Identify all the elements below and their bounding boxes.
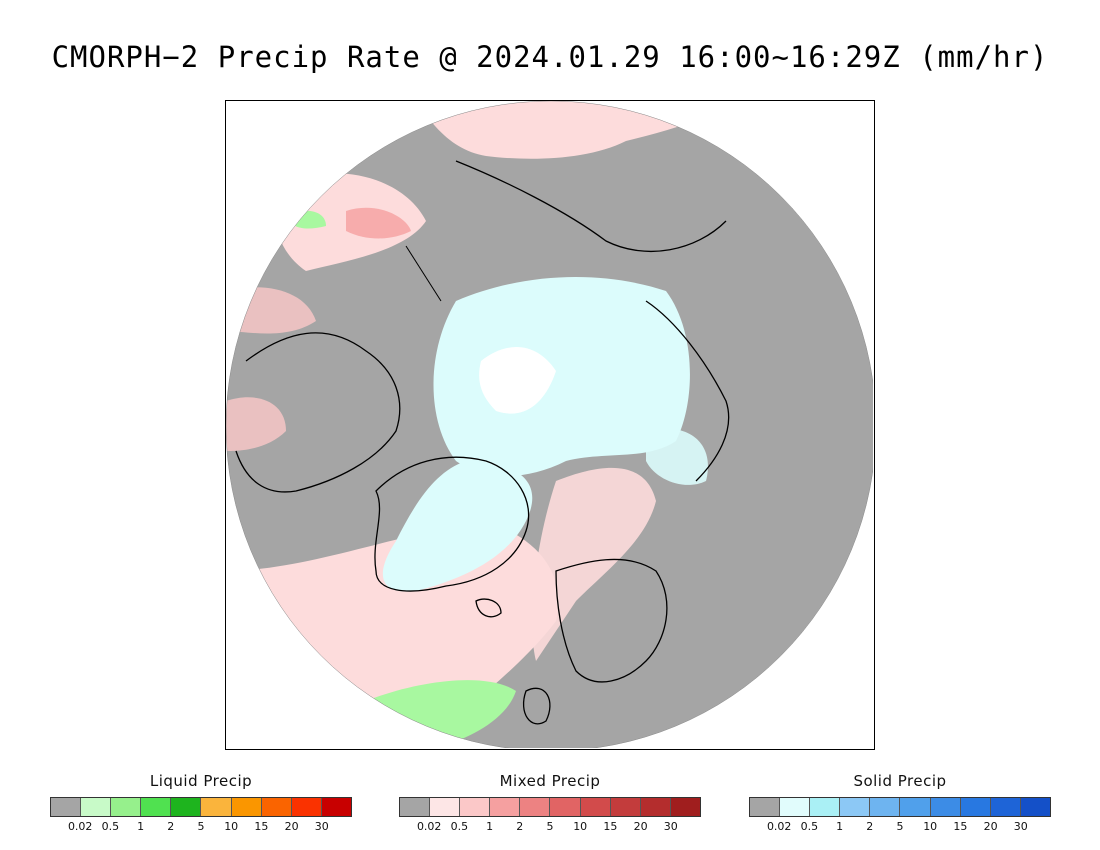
legend-tick-label: 0.02 <box>67 820 93 833</box>
arctic-solid-precip <box>433 277 690 476</box>
legend-swatch <box>670 798 700 816</box>
legend-swatch <box>840 798 871 816</box>
legend-tick-label: 2 <box>516 820 524 833</box>
legend-swatch <box>490 798 521 816</box>
siberia-north-coast <box>645 300 730 482</box>
legend-swatch <box>51 798 82 816</box>
legend-swatch <box>111 798 142 816</box>
legend-colorbar <box>749 797 1051 817</box>
legend-tick-label: 5 <box>546 820 554 833</box>
legend-colorbar <box>399 797 701 817</box>
legend-title: Liquid Precip <box>149 772 253 790</box>
canada-west-precip <box>226 397 286 451</box>
chart-title: CMORPH−2 Precip Rate @ 2024.01.29 16:00~… <box>51 40 1049 74</box>
legend-colorbar <box>50 797 352 817</box>
legend-mixed: Mixed Precip 0.02 0.5 1 2 5 10 15 20 30 <box>399 772 701 834</box>
iceland-coast <box>475 598 502 618</box>
legend-tick-label: 20 <box>633 820 648 833</box>
legend-tick-label: 0.5 <box>450 820 469 833</box>
legend-swatch <box>550 798 581 816</box>
polar-map-canvas <box>226 101 873 748</box>
legend-swatch <box>400 798 431 816</box>
legend-tick-label: 2 <box>167 820 175 833</box>
legend-tick-label: 30 <box>1013 820 1028 833</box>
legend-tick-label: 10 <box>224 820 239 833</box>
legend-tick-label: 5 <box>896 820 904 833</box>
legend-swatch <box>291 798 322 816</box>
legend-tick-label: 30 <box>663 820 678 833</box>
legend-swatch <box>321 798 351 816</box>
legend-swatch <box>870 798 901 816</box>
legend-swatch <box>610 798 641 816</box>
siberia-solid-precip <box>646 428 708 485</box>
legend-tick-label: 15 <box>254 820 269 833</box>
legend-solid: Solid Precip 0.02 0.5 1 2 5 10 15 20 30 <box>749 772 1051 834</box>
border-line <box>405 245 442 302</box>
legend-title: Solid Precip <box>853 772 947 790</box>
legend-swatch <box>900 798 931 816</box>
legend-ticks: 0.02 0.5 1 2 5 10 15 20 30 <box>50 820 352 834</box>
legend-tick-label: 20 <box>983 820 998 833</box>
legend-swatch <box>520 798 551 816</box>
bering-heavier-precip <box>346 207 411 239</box>
legend-tick-label: 0.5 <box>101 820 120 833</box>
legend-tick-label: 10 <box>573 820 588 833</box>
polar-map <box>225 100 875 750</box>
legend-swatch <box>261 798 292 816</box>
legend-swatch <box>81 798 112 816</box>
legend-swatch <box>1020 798 1050 816</box>
legend-swatch <box>141 798 172 816</box>
arctic-clear-center <box>479 347 556 414</box>
legend-tick-label: 10 <box>923 820 938 833</box>
legend-swatch <box>580 798 611 816</box>
legend-swatch <box>930 798 961 816</box>
greenland-coast <box>374 456 530 592</box>
norwegian-sea-mixed-precip <box>532 467 656 661</box>
legend-swatch <box>201 798 232 816</box>
legend-tick-label: 15 <box>953 820 968 833</box>
legend-tick-label: 1 <box>486 820 494 833</box>
legend-swatch <box>780 798 811 816</box>
legend-swatch <box>430 798 461 816</box>
legend-tick-label: 1 <box>137 820 145 833</box>
coastlines <box>235 160 730 725</box>
britain-coast <box>522 687 551 725</box>
legend-swatch <box>171 798 202 816</box>
legend-swatch <box>460 798 491 816</box>
legend-tick-label: 0.02 <box>416 820 442 833</box>
legend-ticks: 0.02 0.5 1 2 5 10 15 20 30 <box>749 820 1051 834</box>
legend-tick-label: 2 <box>866 820 874 833</box>
legend-tick-label: 1 <box>836 820 844 833</box>
legend-tick-label: 5 <box>197 820 205 833</box>
scandinavia-coast <box>555 558 668 683</box>
legend-liquid: Liquid Precip 0.02 0.5 1 2 5 10 15 20 30 <box>50 772 352 834</box>
legend-ticks: 0.02 0.5 1 2 5 10 15 20 30 <box>399 820 701 834</box>
legend-tick-label: 0.02 <box>766 820 792 833</box>
legend-swatch <box>750 798 781 816</box>
legend-tick-label: 15 <box>603 820 618 833</box>
legend-swatch <box>990 798 1021 816</box>
legend-swatch <box>640 798 671 816</box>
legend-tick-label: 30 <box>314 820 329 833</box>
legend-tick-label: 0.5 <box>800 820 819 833</box>
canada-coast <box>235 332 401 493</box>
legend-title: Mixed Precip <box>499 772 601 790</box>
legend-swatch <box>231 798 262 816</box>
legend-swatch <box>810 798 841 816</box>
legend-swatch <box>960 798 991 816</box>
siberia-east-coast <box>455 160 727 253</box>
greenland-solid-precip <box>382 461 533 592</box>
legend-tick-label: 20 <box>284 820 299 833</box>
